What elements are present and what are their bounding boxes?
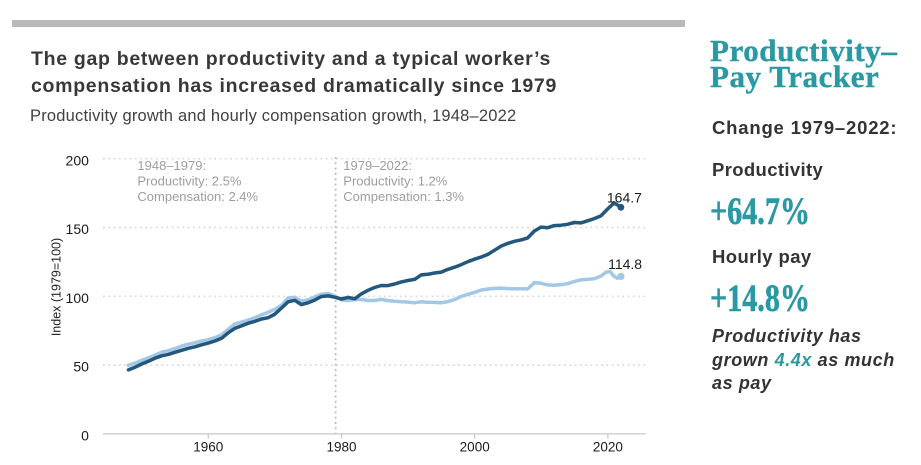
svg-text:2020: 2020 bbox=[593, 440, 623, 455]
svg-text:150: 150 bbox=[66, 221, 90, 237]
svg-text:Index (1979=100): Index (1979=100) bbox=[50, 238, 64, 336]
svg-text:2000: 2000 bbox=[460, 440, 490, 455]
svg-text:0: 0 bbox=[81, 428, 89, 444]
svg-text:114.8: 114.8 bbox=[608, 256, 642, 272]
svg-text:Compensation: 1.3%: Compensation: 1.3% bbox=[343, 189, 464, 204]
svg-text:Productivity: 2.5%: Productivity: 2.5% bbox=[137, 174, 241, 189]
svg-text:Productivity: 1.2%: Productivity: 1.2% bbox=[343, 174, 447, 189]
svg-text:1979–2022:: 1979–2022: bbox=[343, 158, 412, 173]
svg-text:1948–1979:: 1948–1979: bbox=[137, 158, 206, 173]
svg-text:100: 100 bbox=[66, 290, 90, 306]
svg-text:50: 50 bbox=[73, 359, 89, 375]
svg-text:200: 200 bbox=[66, 152, 90, 168]
svg-text:164.7: 164.7 bbox=[607, 190, 642, 206]
svg-text:1960: 1960 bbox=[193, 440, 223, 455]
svg-text:1980: 1980 bbox=[326, 440, 356, 455]
svg-text:Compensation: 2.4%: Compensation: 2.4% bbox=[137, 189, 258, 204]
